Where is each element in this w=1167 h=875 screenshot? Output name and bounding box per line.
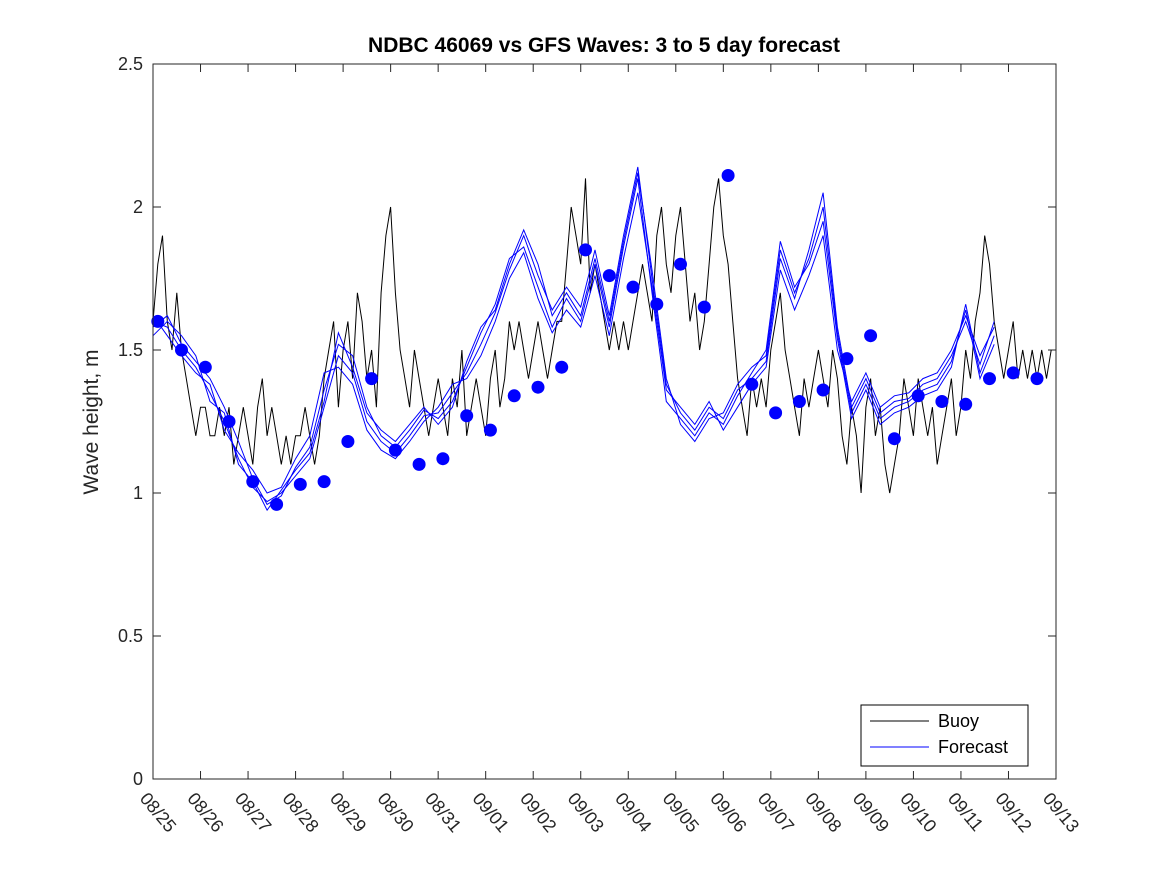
chart-title: NDBC 46069 vs GFS Waves: 3 to 5 day fore… — [368, 34, 840, 57]
forecast-marker — [674, 257, 687, 271]
forecast-marker — [983, 372, 996, 386]
x-tick-label: 08/31 — [421, 789, 465, 836]
forecast-marker — [507, 389, 521, 403]
forecast-marker — [602, 269, 616, 283]
x-tick-label: 08/25 — [136, 789, 180, 836]
forecast-marker — [483, 423, 497, 437]
y-tick-label: 2 — [133, 197, 143, 217]
x-tick-label: 08/28 — [279, 789, 323, 836]
plot-area: 00.511.522.508/25 08/26 08/27 08/28 08/29 08/… — [118, 54, 1083, 836]
x-tick-label: 08/29 — [326, 789, 370, 836]
forecast-marker — [151, 314, 165, 328]
legend-buoy-label: Buoy — [938, 711, 979, 731]
forecast-marker — [697, 300, 711, 314]
forecast-marker — [436, 452, 450, 466]
forecast-marker — [531, 380, 545, 394]
axes-box — [152, 63, 1057, 780]
forecast-marker — [887, 432, 901, 446]
x-tick-label: 09/13 — [1039, 789, 1083, 836]
x-tick-label: 09/04 — [611, 789, 655, 836]
forecast-series-line — [152, 166, 995, 503]
x-tick-label: 08/26 — [183, 789, 227, 836]
forecast-marker — [935, 395, 949, 408]
x-tick-label: 09/02 — [516, 789, 560, 836]
x-tick-label: 09/01 — [469, 789, 513, 836]
forecast-series-line — [152, 192, 995, 494]
forecast-marker — [911, 389, 925, 403]
y-tick-label: 1.5 — [118, 340, 143, 360]
legend-forecast-label: Forecast — [938, 737, 1008, 757]
forecast-marker — [388, 443, 402, 457]
forecast-marker — [293, 477, 307, 491]
y-tick-label: 0 — [133, 769, 143, 789]
forecast-marker — [579, 243, 592, 257]
x-tick-label: 09/09 — [849, 789, 893, 836]
x-tick-label: 09/12 — [991, 789, 1035, 836]
plot-background — [153, 64, 1056, 779]
x-tick-label: 09/10 — [896, 789, 940, 836]
x-tick-label: 09/05 — [659, 789, 703, 836]
forecast-marker — [198, 360, 212, 374]
x-tick-label: 09/03 — [564, 789, 608, 836]
x-tick-label: 09/08 — [801, 789, 845, 836]
forecast-marker — [317, 475, 331, 489]
y-tick-label: 1 — [133, 483, 143, 503]
forecast-marker — [721, 169, 735, 182]
forecast-marker — [412, 457, 426, 471]
forecast-marker — [341, 435, 355, 448]
x-tick-label: 09/06 — [706, 789, 750, 836]
forecast-marker — [222, 415, 236, 428]
forecast-marker — [555, 360, 569, 374]
forecast-marker — [246, 475, 260, 489]
legend-box — [860, 704, 1029, 767]
x-tick-label: 08/30 — [374, 789, 418, 836]
forecast-marker — [769, 406, 783, 420]
forecast-marker — [864, 329, 878, 343]
forecast-marker — [840, 352, 854, 366]
forecast-marker — [792, 395, 806, 408]
x-tick-label: 09/07 — [754, 789, 798, 836]
forecast-marker — [626, 280, 640, 294]
forecast-series-line — [152, 178, 995, 506]
forecast-marker — [460, 409, 474, 423]
forecast-marker — [1030, 372, 1044, 386]
forecast-marker — [270, 497, 284, 511]
y-axis-label: Wave height, m — [80, 349, 103, 494]
legend: Buoy Forecast — [860, 704, 1029, 767]
forecast-marker — [650, 297, 664, 311]
y-tick-label: 0.5 — [118, 626, 143, 646]
forecast-marker — [816, 383, 830, 397]
forecast-marker — [365, 372, 379, 386]
forecast-marker — [745, 377, 759, 391]
x-tick-label: 09/11 — [944, 789, 987, 835]
forecast-series-line — [152, 172, 995, 512]
x-tick-label: 08/27 — [231, 789, 275, 836]
forecast-marker — [959, 397, 973, 411]
y-tick-label: 2.5 — [118, 54, 143, 74]
forecast-marker — [175, 343, 188, 357]
forecast-marker — [1006, 366, 1020, 380]
